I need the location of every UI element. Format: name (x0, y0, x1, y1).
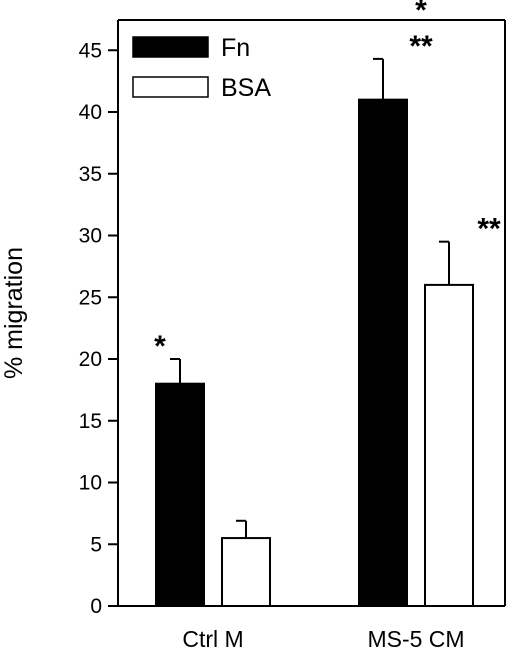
significance-markers: ** **** (154, 0, 501, 363)
y-tick-label: 45 (79, 39, 102, 62)
y-tick-label: 10 (79, 472, 102, 495)
legend-label-fn: Fn (221, 34, 250, 62)
y-tick-label: 15 (79, 410, 102, 433)
category-labels: Ctrl M MS-5 CM (182, 626, 464, 652)
significance-marker: * (154, 330, 166, 363)
y-tick-label: 35 (79, 163, 102, 186)
y-tick-label: 20 (79, 348, 102, 371)
bar-bsa-0 (221, 537, 271, 608)
bars (155, 98, 474, 608)
y-tick-label: 0 (90, 595, 102, 618)
significance-marker: * ** (409, 0, 433, 63)
y-ticks: 0 5 10 15 20 25 30 35 40 45 (79, 39, 118, 618)
y-tick-label: 40 (79, 101, 102, 124)
y-axis-title: % migration (0, 247, 28, 379)
legend-label-bsa: BSA (221, 74, 271, 102)
legend: Fn BSA (132, 34, 271, 102)
y-tick-label: 5 (90, 533, 102, 556)
significance-marker: ** (477, 213, 501, 246)
y-tick-label: 30 (79, 225, 102, 248)
bar-bsa-1 (424, 283, 474, 607)
legend-swatch-fn (132, 36, 209, 58)
legend-swatch-bsa (132, 76, 209, 98)
x-category-label: MS-5 CM (367, 626, 464, 652)
x-category-label: Ctrl M (182, 626, 243, 652)
y-tick-label: 25 (79, 286, 102, 309)
bar-fn-0 (155, 382, 205, 608)
error-bars (170, 57, 450, 539)
bar-fn-1 (358, 98, 408, 608)
